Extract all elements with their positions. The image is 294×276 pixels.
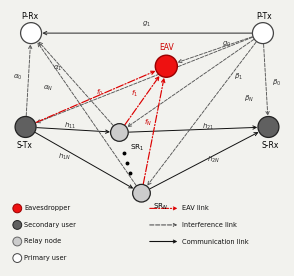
Text: Relay node: Relay node	[24, 238, 61, 245]
Text: $f_N$: $f_N$	[144, 118, 152, 128]
Text: Secondary user: Secondary user	[24, 222, 76, 228]
Text: $\beta_1$: $\beta_1$	[233, 72, 243, 82]
Circle shape	[253, 23, 273, 44]
Text: Communication link: Communication link	[181, 238, 248, 245]
Text: P-Tx: P-Tx	[256, 12, 272, 20]
Text: S-Rx: S-Rx	[261, 141, 278, 150]
Text: $\alpha_N$: $\alpha_N$	[43, 84, 53, 93]
Circle shape	[21, 23, 41, 44]
Text: $\alpha_0$: $\alpha_0$	[13, 73, 22, 82]
Text: $h_{21}$: $h_{21}$	[202, 122, 214, 132]
Circle shape	[13, 254, 22, 262]
Text: $f_1$: $f_1$	[131, 89, 138, 99]
Circle shape	[155, 55, 177, 77]
Text: EAV: EAV	[159, 43, 174, 52]
Text: Primary user: Primary user	[24, 255, 66, 261]
Circle shape	[111, 124, 128, 141]
Text: $g_1$: $g_1$	[143, 20, 151, 29]
Circle shape	[133, 184, 150, 202]
Text: $h_{11}$: $h_{11}$	[64, 121, 76, 131]
Circle shape	[13, 204, 22, 213]
Circle shape	[13, 221, 22, 229]
Text: SR$_N$: SR$_N$	[153, 201, 168, 211]
Text: P-Rx: P-Rx	[21, 12, 38, 20]
Text: $h_{2N}$: $h_{2N}$	[207, 155, 220, 165]
Text: $\alpha_1$: $\alpha_1$	[53, 64, 62, 73]
Circle shape	[13, 237, 22, 246]
Circle shape	[258, 116, 279, 137]
Circle shape	[15, 116, 36, 137]
Text: $h_{1N}$: $h_{1N}$	[58, 152, 71, 162]
Text: Interference link: Interference link	[181, 222, 236, 228]
Text: $g_0$: $g_0$	[222, 39, 232, 49]
Text: $f_0$: $f_0$	[96, 87, 104, 97]
Text: Eavesdropper: Eavesdropper	[24, 205, 70, 211]
Text: SR$_1$: SR$_1$	[131, 143, 145, 153]
Text: $\beta_N$: $\beta_N$	[244, 94, 254, 104]
Text: $\beta_0$: $\beta_0$	[272, 78, 281, 88]
Text: S-Tx: S-Tx	[16, 141, 32, 150]
Text: EAV link: EAV link	[181, 205, 208, 211]
